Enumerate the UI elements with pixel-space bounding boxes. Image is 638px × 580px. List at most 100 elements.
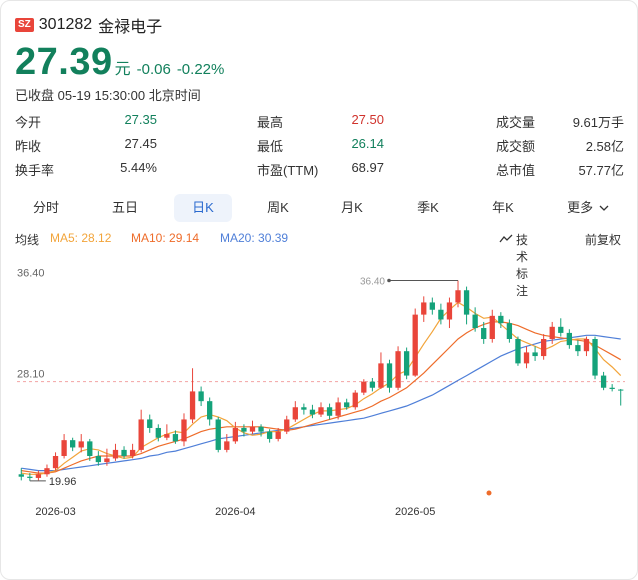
tab-intraday[interactable]: 分时 [32, 200, 59, 215]
candle-body [326, 407, 333, 416]
candle-body [164, 434, 170, 438]
y-axis-label: 28.10 [17, 369, 45, 381]
chevron-down-icon [599, 205, 609, 211]
candle [155, 424, 161, 442]
chart-labels: 36.40 28.10 2026-03 2026-04 2026-05 36.40 19.9… [17, 268, 492, 518]
candle-body [172, 434, 179, 442]
ma20-value: MA20: 30.39 [220, 231, 289, 245]
x-axis-label: 2026-05 [395, 506, 435, 518]
candle-body [87, 441, 93, 456]
max-price-label: 36.40 [360, 277, 385, 288]
tab-five-day[interactable]: 五日 [111, 200, 138, 215]
stat-value-turnover-amount: 2.58亿 [585, 139, 624, 154]
candle [498, 312, 504, 329]
stat-label-low: 最低 [257, 139, 284, 154]
candle [369, 378, 376, 392]
candle [344, 398, 350, 410]
candle [506, 319, 513, 343]
candle-body [403, 351, 410, 376]
candle-body [292, 407, 298, 420]
candle [583, 336, 590, 357]
candle-body [361, 381, 367, 393]
candle-body [129, 449, 136, 456]
current-price: 27.39 [15, 41, 113, 83]
candle-body [301, 407, 307, 410]
candle [540, 334, 547, 360]
candle-body [78, 441, 84, 448]
candle [618, 388, 624, 406]
candle-body [566, 332, 572, 346]
candle-body [421, 302, 427, 315]
stat-value-low: 26.14 [351, 136, 384, 151]
candle [266, 429, 273, 443]
candle-body [70, 440, 76, 448]
candle-body [309, 409, 316, 415]
candle-body [249, 426, 256, 432]
candles [18, 280, 624, 481]
candle [395, 346, 401, 391]
stock-code: 301282 [38, 16, 93, 33]
price-unit: 元 [114, 61, 131, 78]
stat-label-volume: 成交量 [496, 115, 536, 130]
candle [198, 386, 204, 407]
tab-quarterly-k[interactable]: 季K [417, 200, 439, 215]
candle [35, 470, 42, 481]
x-axis-label: 2026-03 [35, 506, 75, 518]
candle-body [61, 440, 67, 456]
candle [609, 384, 615, 392]
ma-label: 均线 [15, 233, 40, 247]
candle-body [583, 339, 590, 352]
stock-header: SZ 301282 金禄电子 [15, 13, 162, 37]
candle [241, 424, 247, 437]
candle [224, 434, 230, 453]
stat-value-turnover-rate: 5.44% [120, 160, 157, 175]
candle-body [558, 326, 564, 333]
candle [215, 417, 221, 453]
stat-value-volume: 9.61万手 [572, 115, 624, 130]
candle [301, 403, 307, 415]
candle-body [489, 315, 495, 339]
candle-body [318, 407, 324, 415]
candle [429, 297, 435, 315]
tab-yearly-k[interactable]: 年K [492, 200, 514, 215]
candle [112, 443, 119, 461]
tab-daily-k[interactable]: 日K [174, 194, 232, 222]
y-axis-label: 36.40 [17, 268, 45, 280]
candle-body [395, 351, 401, 388]
candle-body [369, 381, 376, 388]
candle [121, 446, 127, 459]
candle-body [147, 419, 153, 428]
candle-body [155, 427, 161, 438]
stat-value-prev-close: 27.45 [124, 136, 157, 151]
candle-body [446, 302, 453, 320]
candle [446, 297, 453, 329]
tab-more-label: 更多 [567, 200, 594, 215]
tech-annotation-toggle[interactable]: 技术标注 [499, 231, 528, 298]
tab-more[interactable]: 更多 [553, 194, 623, 222]
candle [18, 468, 24, 481]
kline-chart[interactable]: 36.40 28.10 2026-03 2026-04 2026-05 36.40 19.9… [1, 251, 638, 531]
candle-body [232, 427, 239, 442]
candle [386, 359, 393, 393]
candle [523, 346, 530, 369]
candle-body [104, 458, 110, 463]
candle [44, 464, 50, 477]
candle-body [618, 389, 624, 391]
candle [352, 390, 358, 410]
candle [515, 336, 521, 366]
price-adjust-toggle[interactable]: 前复权 [585, 233, 622, 247]
candle-body [18, 474, 24, 477]
price-change: -0.06 [136, 61, 171, 78]
candle-body [112, 449, 119, 459]
candle [455, 280, 461, 308]
candle [575, 340, 581, 357]
candle [189, 368, 196, 424]
candle [403, 347, 410, 380]
candle [95, 451, 102, 466]
candle-body [181, 419, 187, 442]
candle-body [284, 419, 290, 432]
ma20-line [21, 334, 621, 472]
tab-weekly-k[interactable]: 周K [267, 200, 289, 215]
tab-monthly-k[interactable]: 月K [341, 200, 363, 215]
